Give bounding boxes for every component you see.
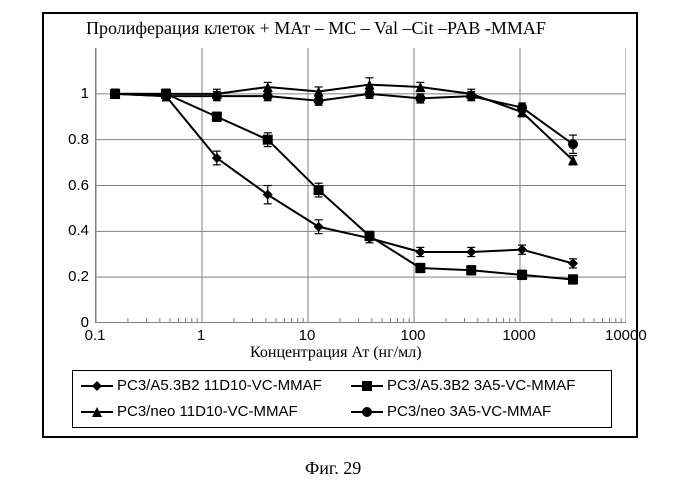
legend-box: PC3/A5.3B2 11D10-VC-MMAF PC3/A5.3B2 3A5-V… [72, 370, 612, 428]
legend-marker-icon [351, 378, 383, 394]
legend-item: PC3/A5.3B2 3A5-VC-MMAF [351, 377, 575, 394]
legend-item: PC3/neo 11D10-VC-MMAF [81, 403, 298, 420]
y-tick-label: 0.8 [57, 131, 89, 148]
legend-marker-icon [81, 378, 113, 394]
legend-marker-icon [351, 404, 383, 420]
x-tick-label: 10 [287, 327, 327, 344]
legend-label: PC3/A5.3B2 3A5-VC-MMAF [387, 377, 575, 394]
y-tick-label: 0.2 [57, 268, 89, 285]
plot-area [95, 48, 625, 323]
legend-item: PC3/A5.3B2 11D10-VC-MMAF [81, 377, 322, 394]
y-tick-label: 0 [57, 314, 89, 331]
x-tick-label: 1 [181, 327, 221, 344]
x-tick-label: 10000 [605, 327, 645, 344]
figure-caption: Фиг. 29 [305, 458, 361, 479]
x-tick-label: 100 [393, 327, 433, 344]
y-tick-label: 0.4 [57, 222, 89, 239]
legend-marker-icon [81, 404, 113, 420]
legend-item: PC3/neo 3A5-VC-MMAF [351, 403, 551, 420]
legend-label: PC3/neo 3A5-VC-MMAF [387, 403, 551, 420]
x-tick-label: 1000 [499, 327, 539, 344]
chart-title: Пролиферация клеток + МАт – MC – Val –Ci… [86, 18, 546, 39]
chart-svg [96, 48, 626, 323]
legend-label: PC3/neo 11D10-VC-MMAF [117, 403, 298, 420]
y-tick-label: 1 [57, 85, 89, 102]
x-axis-label: Концентрация Ат (нг/мл) [250, 344, 422, 362]
legend-label: PC3/A5.3B2 11D10-VC-MMAF [117, 377, 322, 394]
y-tick-label: 0.6 [57, 177, 89, 194]
